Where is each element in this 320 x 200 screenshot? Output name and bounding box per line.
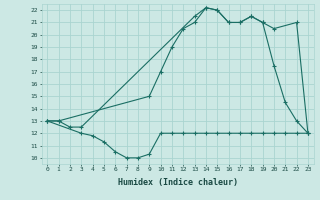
X-axis label: Humidex (Indice chaleur): Humidex (Indice chaleur) bbox=[118, 178, 237, 187]
